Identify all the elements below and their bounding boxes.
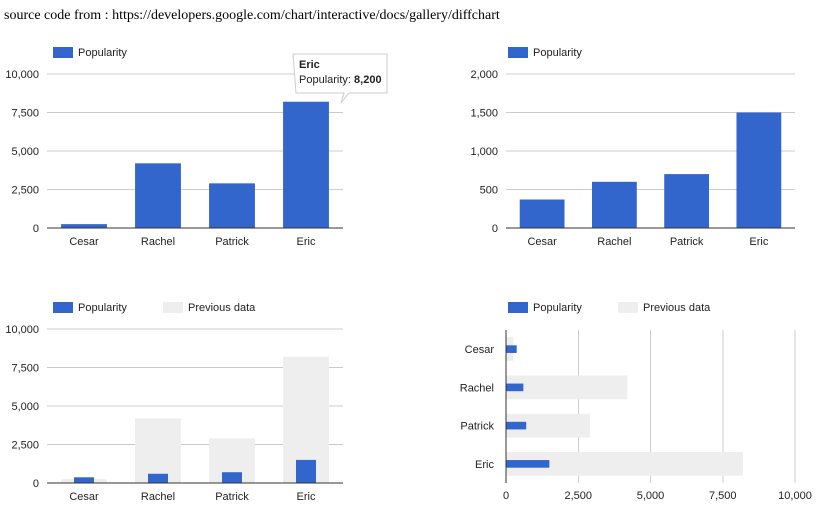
bar-rachel-popularity[interactable] (591, 181, 637, 228)
x-tick-label: 5,000 (637, 490, 665, 502)
legend-label: Previous data (643, 302, 711, 314)
legend-label: Popularity (78, 47, 127, 59)
legend-label: Previous data (188, 302, 256, 314)
x-tick-label: Rachel (597, 236, 631, 248)
tooltip-box (292, 53, 388, 104)
legend-label: Popularity (78, 302, 127, 314)
x-tick-label: Cesar (527, 236, 557, 248)
bar-rachel-popularity[interactable] (135, 163, 181, 228)
y-tick-label: 0 (33, 478, 39, 490)
bar-rachel-previous[interactable] (506, 375, 628, 400)
bar-cesar-popularity[interactable] (519, 199, 565, 228)
x-tick-label: Cesar (69, 236, 99, 248)
x-tick-label: 10,000 (778, 490, 812, 502)
bar-cesar-popularity[interactable] (506, 345, 517, 353)
chart-4: Popularity Previous data 0 2,500 5,000 7,500 1… (460, 302, 812, 502)
bar-eric-popularity[interactable] (506, 460, 550, 468)
y-tick-label: 2,500 (11, 185, 39, 197)
tooltip: Eric Popularity: 8,200 (292, 53, 388, 104)
y-tick-label: 10,000 (5, 324, 39, 336)
y-tick-label: 7,500 (11, 363, 39, 375)
bar-eric-popularity[interactable] (283, 101, 329, 228)
bar-patrick-popularity[interactable] (506, 421, 527, 430)
bar-eric-popularity[interactable] (736, 112, 782, 229)
tooltip-label: Popularity: 8,200 (299, 74, 382, 86)
bar-eric-popularity[interactable] (296, 459, 316, 483)
bar-rachel-popularity[interactable] (148, 473, 168, 483)
bar-eric-previous[interactable] (506, 452, 743, 476)
legend-swatch-popularity (508, 302, 528, 313)
x-tick-label: Patrick (670, 236, 704, 248)
x-tick-label: Cesar (69, 491, 99, 503)
tooltip-title: Eric (299, 59, 320, 71)
y-tick-label: Eric (475, 459, 494, 471)
y-tick-label: Cesar (465, 344, 495, 356)
y-tick-label: 1,500 (470, 108, 498, 120)
y-tick-label: 10,000 (5, 69, 39, 81)
chart-3: Popularity Previous data 0 2,500 5,000 7,500 1… (5, 302, 343, 503)
y-tick-label: 5,000 (11, 146, 39, 158)
y-tick-label: 0 (33, 223, 39, 235)
x-tick-label: 7,500 (709, 490, 737, 502)
bar-patrick-previous[interactable] (506, 413, 590, 438)
y-tick-label: 500 (480, 185, 498, 197)
y-tick-label: 0 (492, 223, 498, 235)
bar-cesar-popularity[interactable] (61, 224, 107, 228)
x-tick-label: Eric (749, 236, 768, 248)
x-tick-label: Rachel (141, 236, 175, 248)
chart-1: Popularity 0 2,500 5,000 7,500 10,000 Cesar Rac… (5, 47, 388, 248)
x-tick-label: 0 (503, 490, 509, 502)
legend-swatch-popularity (53, 47, 73, 58)
bar-rachel-previous[interactable] (135, 418, 181, 483)
y-tick-label: 2,500 (11, 440, 39, 452)
bar-rachel-popularity[interactable] (506, 383, 524, 392)
bar-patrick-popularity[interactable] (209, 183, 255, 228)
y-tick-label: Rachel (460, 382, 494, 394)
bar-cesar-popularity[interactable] (74, 477, 94, 483)
x-tick-label: Patrick (215, 491, 249, 503)
legend-swatch-previous (163, 302, 183, 313)
x-tick-label: Eric (297, 491, 316, 503)
x-tick-label: Rachel (141, 491, 175, 503)
x-tick-label: Eric (297, 236, 316, 248)
y-tick-label: 1,000 (470, 146, 498, 158)
bar-patrick-popularity[interactable] (222, 472, 242, 483)
y-tick-label: Patrick (460, 421, 494, 433)
bar-patrick-popularity[interactable] (664, 174, 710, 228)
legend-swatch-popularity (508, 47, 528, 58)
x-tick-label: 2,500 (564, 490, 592, 502)
legend-swatch-popularity (53, 302, 73, 313)
legend-label: Popularity (533, 302, 582, 314)
tooltip-value: 8,200 (354, 74, 382, 86)
y-tick-label: 2,000 (470, 69, 498, 81)
chart-2: Popularity 0 500 1,000 1,500 2,000 Cesar Rachel… (470, 47, 795, 248)
legend-swatch-previous (618, 302, 638, 313)
x-tick-label: Patrick (215, 236, 249, 248)
source-note: source code from : https://developers.go… (4, 8, 500, 23)
legend-label: Popularity (533, 47, 582, 59)
y-tick-label: 7,500 (11, 108, 39, 120)
y-tick-label: 5,000 (11, 401, 39, 413)
